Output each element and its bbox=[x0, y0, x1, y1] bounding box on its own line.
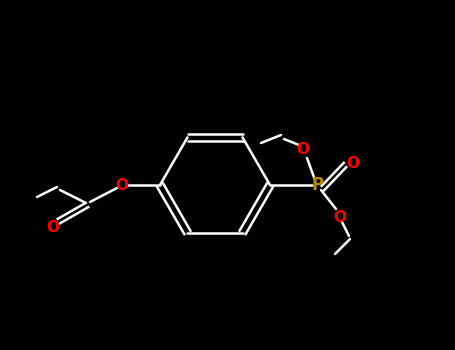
Text: O: O bbox=[297, 142, 309, 158]
Text: O: O bbox=[116, 177, 128, 192]
Text: O: O bbox=[334, 210, 347, 224]
Text: O: O bbox=[347, 155, 359, 170]
Text: P: P bbox=[312, 176, 324, 194]
Text: O: O bbox=[46, 219, 60, 234]
